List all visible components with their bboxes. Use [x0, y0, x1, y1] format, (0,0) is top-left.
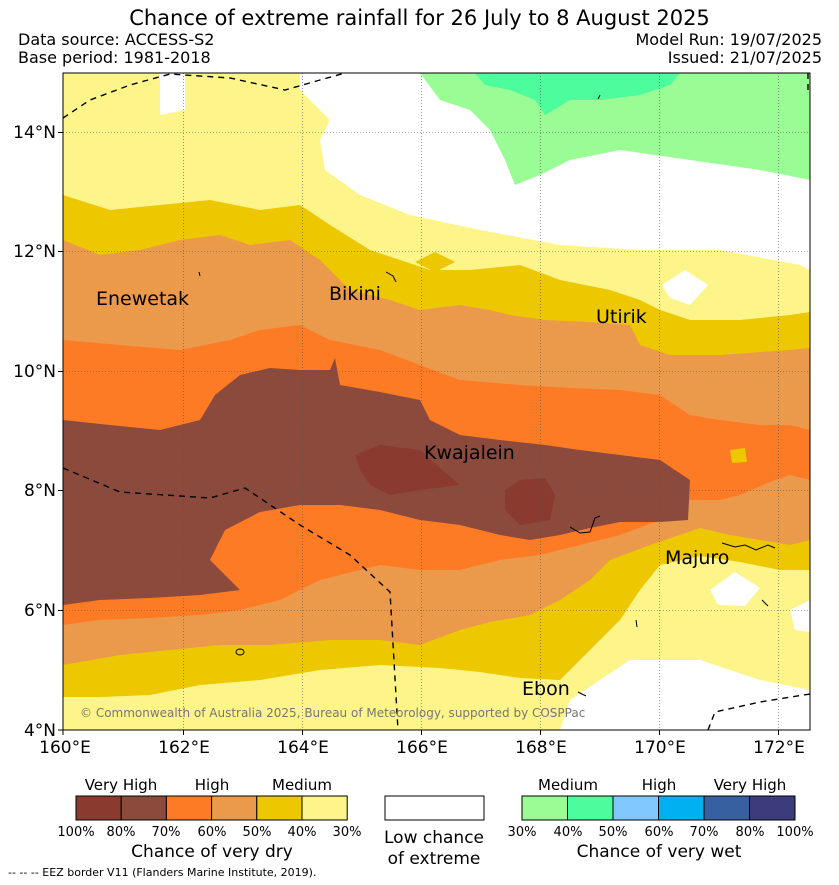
legend-dry-tick: 50%: [243, 825, 272, 840]
legend-wet-header: Very High: [714, 776, 787, 794]
legend-dry-swatch: [75, 795, 122, 821]
eez-border: [63, 73, 810, 730]
legend-low-chance-caption: of extreme: [388, 849, 481, 869]
axis-ticks: [58, 132, 779, 735]
legend-wet-header: Medium: [538, 776, 598, 794]
legend-wet-swatch: [703, 795, 750, 821]
place-label-ebon: Ebon: [522, 678, 570, 700]
legend-wet-header: High: [642, 776, 676, 794]
zone-very-dry-100-b: [505, 478, 555, 525]
legend-wet-tick: 50%: [599, 825, 628, 840]
legend-wet: Medium High Very High 30% 40% 50% 60% 70…: [508, 776, 814, 862]
legend-wet-swatch: [567, 795, 614, 821]
legend-dry-tick: 60%: [198, 825, 227, 840]
lat-label: 8°N: [24, 481, 56, 501]
legend-dry: Very High High Medium 100% 80% 70% 60% 5…: [57, 776, 361, 862]
zone-low-chance-se: [790, 600, 810, 632]
lat-label: 12°N: [13, 242, 56, 262]
map-title: Chance of extreme rainfall for 26 July t…: [129, 6, 710, 30]
place-label-majuro: Majuro: [665, 547, 729, 569]
place-label-enewetak: Enewetak: [96, 288, 189, 310]
legend-dry-tick: 80%: [107, 825, 136, 840]
lon-label: 164°E: [277, 738, 329, 758]
legend-wet-tick: 70%: [690, 825, 719, 840]
legend-low-chance-swatch: [384, 795, 485, 821]
zone-low-chance-blob-2: [662, 270, 708, 305]
legend-dry-header: Very High: [85, 776, 158, 794]
legend-wet-tick: 30%: [508, 825, 537, 840]
copyright-notice: © Commonwealth of Australia 2025, Bureau…: [80, 706, 585, 720]
lon-label: 160°E: [39, 738, 91, 758]
data-source-label: Data source: ACCESS-S2: [18, 30, 215, 49]
legend-low-chance: Low chance of extreme: [384, 795, 485, 869]
lat-label: 6°N: [24, 601, 56, 621]
zone-low-chance-south: [560, 660, 810, 730]
place-label-utirik: Utirik: [596, 306, 647, 328]
zone-very-dry-100-a: [355, 445, 460, 495]
map-plot-area: [63, 73, 810, 730]
legend-wet-tick: 40%: [554, 825, 583, 840]
legend-dry-header: Medium: [272, 776, 332, 794]
legend-dry-tick: 100%: [57, 825, 94, 840]
lon-label: 168°E: [515, 738, 567, 758]
legend-dry-tick: 70%: [152, 825, 181, 840]
legend-dry-swatch: [211, 795, 258, 821]
zone-medium-50-blob: [415, 252, 455, 272]
legend-dry-caption: Chance of very dry: [131, 842, 293, 862]
legend-low-chance-caption: Low chance: [384, 828, 484, 848]
legend-wet-swatch: [612, 795, 659, 821]
place-labels: Enewetak Bikini Utirik Kwajalein Majuro …: [96, 283, 729, 700]
island-outlines: [198, 94, 776, 697]
legend-wet-tick: 60%: [645, 825, 674, 840]
legend-wet-caption: Chance of very wet: [577, 842, 742, 862]
lon-labels: 160°E 162°E 164°E 166°E 168°E 170°E 172°…: [39, 738, 805, 758]
legend-wet-swatch: [749, 795, 796, 821]
lat-label: 4°N: [24, 721, 56, 741]
model-run-label: Model Run: 19/07/2025: [635, 30, 823, 49]
legend-wet-tick: 80%: [736, 825, 765, 840]
legend-dry-swatch: [301, 795, 348, 821]
legend-dry-tick: 30%: [333, 825, 362, 840]
legend-wet-swatch: [658, 795, 705, 821]
lon-label: 166°E: [396, 738, 448, 758]
zone-wet-30: [420, 73, 810, 185]
legend-dry-tick: 40%: [288, 825, 317, 840]
lat-labels: 14°N 12°N 10°N 8°N 6°N 4°N: [13, 123, 56, 741]
zone-low-chance-blob-3: [710, 572, 760, 606]
legend-wet-swatch: [521, 795, 568, 821]
place-label-kwajalein: Kwajalein: [424, 442, 515, 464]
eez-border-note: -- -- -- EEZ border V11 (Flanders Marine…: [8, 866, 317, 879]
place-label-bikini: Bikini: [329, 283, 381, 305]
legend-dry-swatch: [256, 795, 303, 821]
lon-label: 162°E: [158, 738, 210, 758]
zone-wet-40: [475, 73, 680, 115]
legend-dry-swatch: [120, 795, 167, 821]
legend-wet-tick: 100%: [776, 825, 813, 840]
issued-label: Issued: 21/07/2025: [667, 48, 822, 67]
lon-label: 172°E: [753, 738, 805, 758]
map-frame: [62, 72, 811, 731]
zone-low-chance-gap: [160, 73, 185, 115]
lon-label: 170°E: [634, 738, 686, 758]
lat-label: 10°N: [13, 362, 56, 382]
zone-medium-50-east-blob: [730, 448, 747, 463]
base-period-label: Base period: 1981-2018: [18, 48, 211, 67]
legend-dry-header: High: [195, 776, 229, 794]
zone-high-60-blob: [175, 250, 205, 266]
legend-dry-swatch: [165, 795, 213, 821]
lat-label: 14°N: [13, 123, 56, 143]
